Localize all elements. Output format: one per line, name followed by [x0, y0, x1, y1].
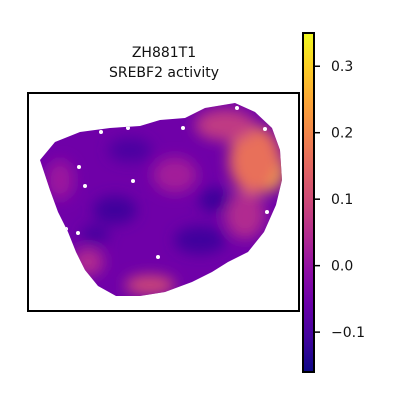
lower-warm — [125, 275, 175, 295]
hole — [263, 127, 267, 131]
cool-region-1 — [93, 196, 137, 224]
upper-right-warm — [195, 109, 255, 141]
colorbar-tick-label: 0.2 — [331, 126, 353, 142]
chart-title-line-1: ZH881T1 — [132, 45, 196, 61]
chart-title-line-2: SREBF2 activity — [109, 65, 219, 81]
colorbar-gradient — [303, 33, 314, 372]
cool-region-3 — [108, 138, 152, 162]
colorbar-tick-label: −0.1 — [331, 325, 365, 341]
hole — [265, 210, 269, 214]
cool-region-2 — [174, 226, 226, 254]
tissue-heatmap — [40, 103, 282, 296]
high-activity-halo — [229, 126, 281, 194]
hole — [126, 126, 130, 130]
hole — [156, 255, 160, 259]
colorbar-ticks: 0.3 0.2 0.1 0.0 −0.1 — [314, 59, 365, 341]
plot-area — [27, 92, 300, 312]
hole — [64, 227, 68, 231]
center-warm — [153, 157, 197, 193]
colorbar-tick-label: 0.1 — [331, 192, 353, 208]
colorbar: 0.3 0.2 0.1 0.0 −0.1 — [302, 32, 365, 373]
axes-frame — [27, 92, 300, 312]
hole — [181, 126, 185, 130]
left-warm — [46, 160, 74, 200]
right-warm — [225, 191, 265, 239]
hole — [77, 165, 81, 169]
hole — [99, 130, 103, 134]
hole — [83, 184, 87, 188]
hole — [235, 106, 239, 110]
hole — [76, 231, 80, 235]
cool-region-5 — [81, 225, 109, 245]
activity-blobs — [46, 109, 282, 295]
cool-region-4 — [199, 188, 231, 212]
colorbar-tick-label: 0.3 — [331, 59, 353, 75]
colorbar-frame — [302, 32, 315, 373]
colorbar-tick-label: 0.0 — [331, 259, 353, 275]
lower-left-warm — [72, 248, 104, 276]
hole — [131, 179, 135, 183]
